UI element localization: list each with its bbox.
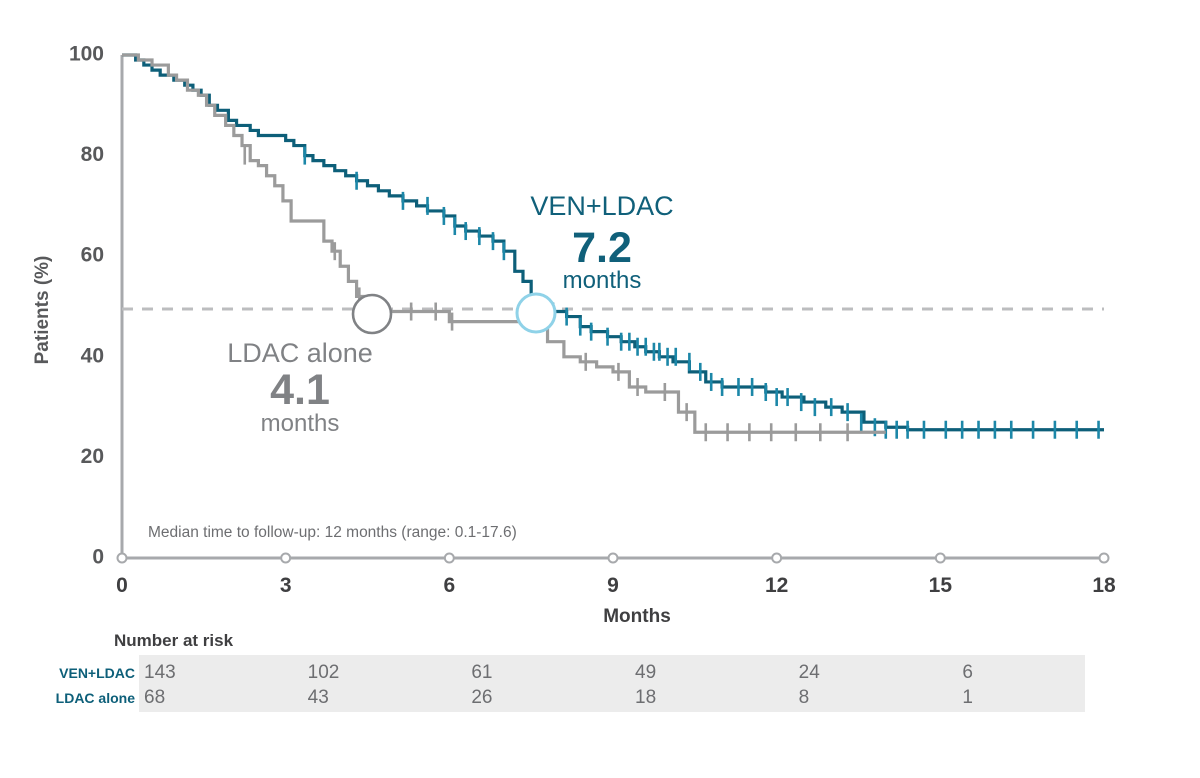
y-axis-title: Patients (%) <box>32 256 53 365</box>
x-tick-label: 18 <box>1092 574 1116 597</box>
y-tick-label: 100 <box>69 43 104 66</box>
annotation-ldac-alone: LDAC alone 4.1 months <box>227 338 373 437</box>
ldac-median-marker <box>351 293 393 335</box>
risk-cell: 43 <box>308 687 329 708</box>
risk-cell: 68 <box>144 687 165 708</box>
x-tick-label: 12 <box>765 574 788 597</box>
x-axis-tick-marker <box>607 552 619 564</box>
risk-cell: 102 <box>308 662 340 683</box>
annotation-ven-ldac: VEN+LDAC 7.2 months <box>530 191 673 294</box>
risk-cell: 49 <box>635 662 656 683</box>
x-axis-tick-marker <box>934 552 946 564</box>
x-axis-tick-marker <box>280 552 292 564</box>
annotation-ldac-label: LDAC alone <box>227 338 373 368</box>
y-tick-label: 60 <box>81 244 104 267</box>
x-tick-label: 0 <box>116 574 128 597</box>
annotation-ldac-unit: months <box>261 410 340 437</box>
risk-cell: 24 <box>799 662 821 683</box>
x-axis-tick-marker <box>116 552 128 564</box>
x-tick-label: 15 <box>929 574 953 597</box>
risk-table-rows: VEN+LDAC 143 102 61 49 24 6 LDAC alone 68 43 26 18 8… <box>56 662 973 708</box>
y-tick-label: 80 <box>81 143 104 166</box>
annotation-ldac-value: 4.1 <box>270 366 330 414</box>
ven-median-marker <box>515 292 557 334</box>
risk-cell: 26 <box>471 687 492 708</box>
x-tick-label: 3 <box>280 574 292 597</box>
x-tick-label: 9 <box>607 574 619 597</box>
survival-curve-ldac-alone <box>122 53 886 434</box>
annotation-ven-value: 7.2 <box>572 224 632 272</box>
y-tick-label: 40 <box>81 344 104 367</box>
followup-footnote: Median time to follow-up: 12 months (ran… <box>148 524 517 541</box>
x-tick-label: 6 <box>443 574 455 597</box>
risk-cell: 8 <box>799 687 810 708</box>
risk-cell: 61 <box>471 662 492 683</box>
y-tick-labels: 0 20 40 60 80 100 <box>69 43 104 569</box>
x-axis-tick-marker <box>771 552 783 564</box>
risk-cell: 18 <box>635 687 656 708</box>
annotation-ven-unit: months <box>563 267 642 294</box>
x-tick-labels: 0 3 6 9 12 15 18 <box>116 574 1116 597</box>
y-tick-label: 20 <box>81 445 104 468</box>
y-tick-label: 0 <box>92 546 104 569</box>
x-axis-tick-marker <box>443 552 455 564</box>
risk-row-label: VEN+LDAC <box>59 665 135 681</box>
annotation-ven-label: VEN+LDAC <box>530 191 673 221</box>
risk-cell: 1 <box>962 687 973 708</box>
x-axis-tick-marker <box>1098 552 1110 564</box>
x-axis-title: Months <box>603 606 671 627</box>
x-tick-marks <box>116 552 1110 564</box>
risk-cell: 143 <box>144 662 176 683</box>
risk-table-band <box>139 655 1085 712</box>
risk-cell: 6 <box>962 662 973 683</box>
risk-table-title: Number at risk <box>114 631 234 650</box>
survival-curves-layer <box>122 53 1104 442</box>
risk-row-label: LDAC alone <box>56 690 136 706</box>
